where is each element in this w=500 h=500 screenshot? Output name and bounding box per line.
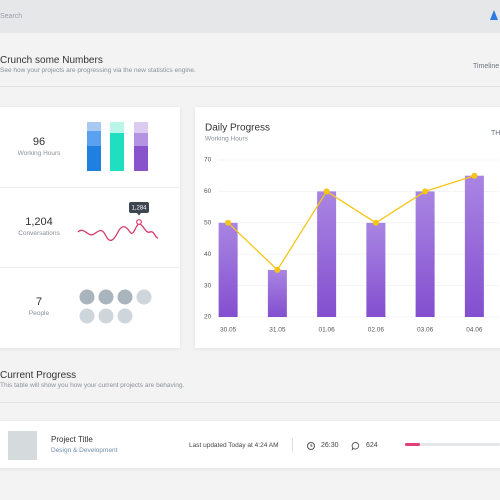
divider xyxy=(0,402,500,403)
bar xyxy=(464,175,484,317)
divider xyxy=(0,86,500,87)
y-tick-label: 20 xyxy=(204,314,212,321)
section-title: Crunch some Numbers xyxy=(0,55,103,66)
line-point xyxy=(372,219,379,226)
stat-label: Conversations xyxy=(18,230,60,237)
line xyxy=(227,175,475,271)
x-tick-label: 04.06 xyxy=(466,327,483,334)
bar xyxy=(267,269,287,317)
bar xyxy=(415,191,435,317)
x-tick-label: 31.05 xyxy=(269,327,286,334)
x-tick-label: 01.06 xyxy=(318,327,335,334)
x-tick-label: 02.06 xyxy=(368,327,385,334)
x-tick-label: 30.05 xyxy=(220,327,237,334)
people-avatars xyxy=(79,289,152,324)
line-point xyxy=(422,188,429,195)
bar xyxy=(218,222,238,317)
stat-graphics: 1,284 xyxy=(77,122,159,324)
logo[interactable] xyxy=(488,8,500,22)
section-title: Current Progress xyxy=(0,370,77,381)
tooltip xyxy=(129,202,149,213)
y-tick-label: 50 xyxy=(204,220,212,227)
chart-card xyxy=(195,107,500,348)
bar xyxy=(366,222,386,317)
clock-icon xyxy=(307,442,315,450)
project-category: Design & Development xyxy=(51,447,118,454)
section-subtitle: This table will show you how your curren… xyxy=(0,382,185,389)
stat-value: 1,204 xyxy=(25,216,53,228)
timeline-tab[interactable]: Timeline xyxy=(473,63,500,70)
time-spent: 26:30 xyxy=(321,442,339,449)
divider xyxy=(0,187,180,188)
progress-fill xyxy=(405,443,420,446)
progress-track xyxy=(405,443,500,446)
project-thumbnail xyxy=(8,431,37,460)
line-point xyxy=(323,188,330,195)
chart-subtitle: Working Hours xyxy=(205,136,249,143)
period-toggle[interactable]: TH xyxy=(491,130,500,137)
sparkline xyxy=(77,223,159,241)
x-tick-label: 03.06 xyxy=(417,327,434,334)
chart: Daily Progress Working Hours TH 20 30 40 50… xyxy=(204,123,500,334)
last-updated: Last updated Today at 4:24 AM xyxy=(189,442,279,449)
line-point xyxy=(225,219,232,226)
separator xyxy=(292,438,293,452)
search-field[interactable]: Search xyxy=(0,13,23,20)
stat-label: Working Hours xyxy=(17,150,61,157)
tooltip-text: 1,284 xyxy=(131,205,147,211)
y-tick-label: 70 xyxy=(204,157,212,164)
comment-count: 624 xyxy=(366,442,378,449)
chart-title: Daily Progress xyxy=(205,123,270,134)
comment-icon xyxy=(351,442,360,451)
y-tick-label: 40 xyxy=(204,251,212,258)
divider xyxy=(0,267,180,268)
y-tick-label: 30 xyxy=(204,282,212,289)
line-point xyxy=(471,172,478,179)
y-tick-label: 60 xyxy=(204,188,212,195)
stat-value: 7 xyxy=(35,296,43,308)
bar xyxy=(317,191,337,317)
stat-value: 96 xyxy=(32,136,46,148)
line-point xyxy=(274,266,281,273)
section-subtitle: See how your projects are progressing vi… xyxy=(0,67,196,74)
top-bar xyxy=(0,0,500,33)
stat-label: People xyxy=(28,310,50,317)
project-title: Project Title xyxy=(51,435,93,444)
mini-bars xyxy=(87,122,148,171)
